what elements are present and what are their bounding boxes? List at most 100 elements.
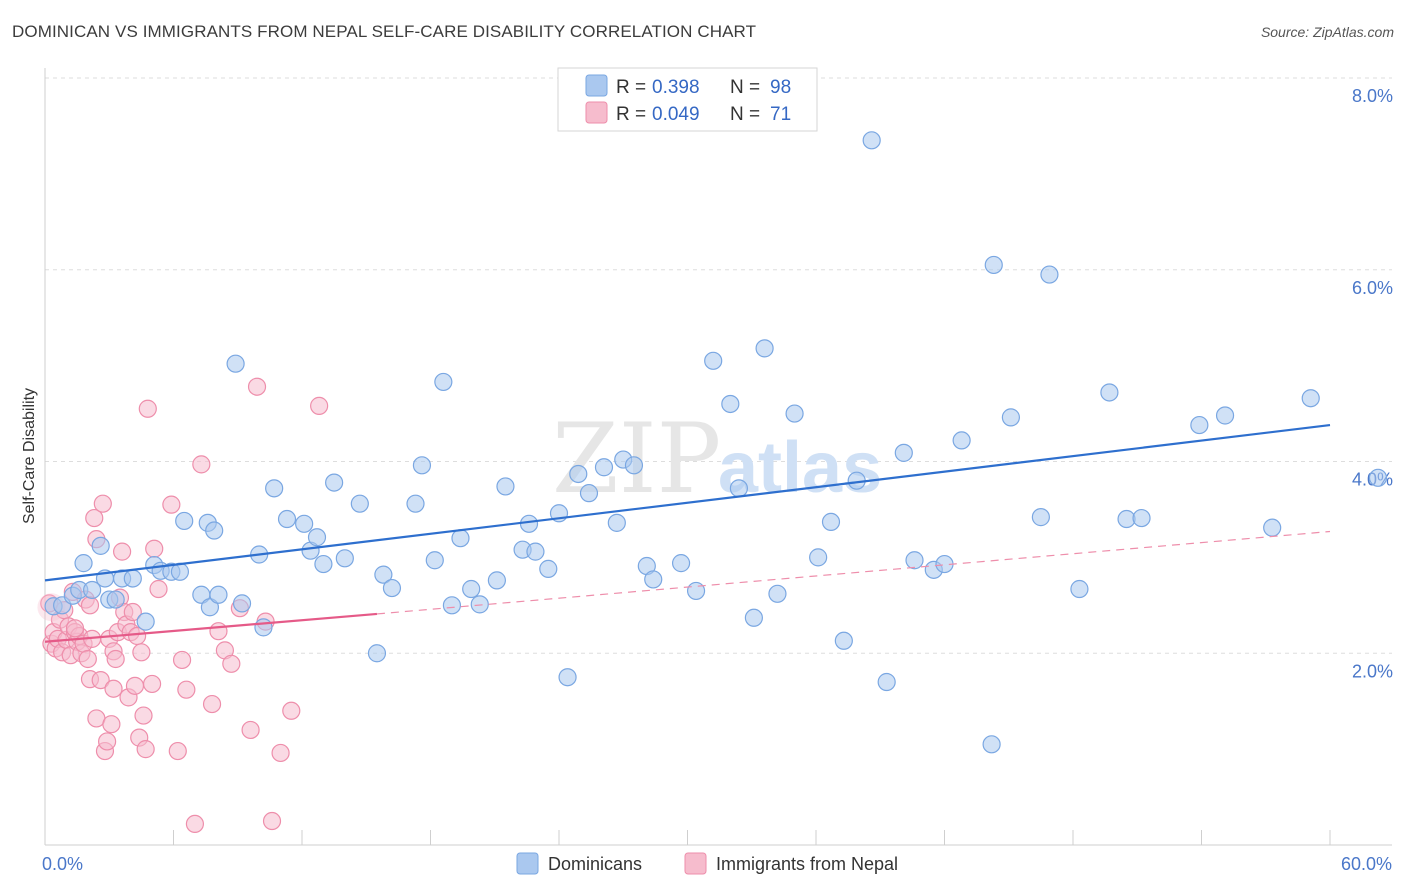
dominicans-point-57 [594, 458, 614, 477]
dominicans-point-11 [123, 569, 142, 588]
dominicans-point-41 [425, 551, 444, 570]
dominicans-point-82 [952, 431, 971, 450]
legend-n-value-nepal: 71 [770, 104, 791, 125]
dominicans-point-58 [607, 513, 626, 532]
dominicans-point-45 [462, 579, 481, 599]
dominicans-point-12 [136, 612, 155, 631]
dominicans-point-52 [539, 559, 558, 578]
nepal-point-56 [192, 455, 211, 474]
nepal-point-28 [98, 732, 117, 751]
nepal-point-25 [91, 670, 110, 690]
dominicans-point-86 [1031, 508, 1050, 527]
legend-n-label-dominicans: N = [730, 77, 760, 98]
dominicans-point-42 [434, 372, 453, 392]
dominicans-point-44 [451, 529, 470, 548]
dominicans-point-87 [1040, 265, 1059, 284]
x-tick-label-max: 60.0% [1341, 854, 1392, 874]
dominicans-point-54 [558, 668, 577, 687]
legend-r-value-nepal: 0.049 [652, 104, 700, 125]
dominicans-point-9 [106, 590, 125, 609]
nepal-point-50 [149, 579, 168, 599]
dominicans-point-70 [768, 584, 787, 603]
dominicans-point-66 [721, 394, 740, 414]
dominicans-point-29 [295, 514, 314, 533]
dominicans-point-93 [1215, 406, 1235, 425]
dominicans-point-36 [367, 644, 387, 663]
nepal-point-67 [282, 701, 301, 720]
nepal-point-58 [209, 622, 228, 641]
dominicans-point-17 [175, 511, 194, 531]
nepal-point-46 [136, 740, 155, 759]
dominicans-point-67 [729, 479, 749, 498]
dominicans-point-60 [624, 456, 644, 475]
dominicans-point-48 [496, 477, 515, 496]
dominicans-point-56 [579, 484, 599, 503]
nepal-point-62 [241, 720, 260, 740]
dominicans-point-5 [83, 580, 102, 600]
dominicans-point-74 [834, 631, 853, 650]
x-tick-label-min: 0.0% [42, 854, 83, 874]
dominicans-point-38 [382, 578, 402, 598]
dominicans-point-51 [526, 542, 545, 561]
dominicans-point-23 [226, 354, 245, 373]
dominicans-point-24 [232, 594, 252, 613]
dominicans-point-71 [785, 404, 804, 423]
legend-r-value-dominicans: 0.398 [652, 77, 700, 98]
dominicans-point-35 [350, 494, 369, 513]
legend: R = 0.398 N = 98 R = 0.049 N = 71 [557, 67, 818, 132]
dominicans-point-21 [200, 598, 220, 617]
dominicans-point-25 [254, 618, 273, 637]
nepal-point-57 [202, 694, 222, 714]
nepal-point-18 [78, 649, 97, 669]
nepal-point-52 [168, 741, 187, 761]
series-nepal-points [37, 377, 329, 834]
y-tick-label-3: 8.0% [1352, 86, 1393, 106]
y-tick-label-2: 6.0% [1352, 278, 1393, 298]
dominicans-point-88 [1070, 579, 1089, 599]
source-label: Source: ZipAtlas.com [1260, 24, 1394, 40]
dominicans-point-96 [1368, 468, 1388, 487]
dominicans-point-46 [470, 595, 489, 614]
dominicans-point-78 [894, 443, 913, 462]
dominicans-point-22 [209, 585, 228, 604]
dominicans-point-68 [744, 608, 763, 627]
legend-n-value-dominicans: 98 [770, 77, 791, 98]
dominicans-point-72 [809, 548, 828, 567]
nepal-point-41 [125, 676, 145, 695]
dominicans-point-85 [1001, 408, 1020, 427]
dominicans-point-34 [335, 549, 354, 568]
dominicans-point-77 [877, 672, 896, 692]
dominicans-point-31 [307, 528, 327, 547]
axes [44, 68, 1392, 846]
dominicans-point-43 [442, 596, 462, 615]
dominicans-point-47 [487, 571, 506, 590]
dominicans-point-69 [755, 339, 774, 358]
dominicans-point-32 [314, 554, 333, 574]
nepal-point-68 [310, 396, 329, 415]
nepal-point-55 [185, 814, 205, 834]
dominicans-point-73 [821, 512, 841, 532]
nepal-point-22 [85, 508, 104, 528]
nepal-point-54 [177, 680, 196, 699]
nepal-point-53 [172, 650, 192, 670]
dominicans-point-28 [277, 509, 297, 529]
bottom-legend: Dominicans Immigrants from Nepal [516, 852, 898, 875]
y-axis-label: Self-Care Disability [21, 388, 38, 524]
nepal-point-48 [142, 674, 162, 694]
dominicans-point-94 [1263, 518, 1282, 537]
nepal-point-40 [123, 602, 142, 622]
dominicans-point-6 [91, 536, 110, 555]
dominicans-point-76 [862, 131, 881, 150]
bottom-legend-label-nepal: Immigrants from Nepal [716, 854, 898, 874]
y-tick-label-0: 2.0% [1352, 661, 1393, 681]
series-dominicans-points [44, 131, 1388, 754]
dominicans-point-27 [265, 479, 284, 498]
nepal-point-65 [262, 811, 282, 831]
nepal-point-44 [132, 643, 151, 662]
nepal-point-35 [112, 542, 132, 561]
chart-title: DOMINICAN VS IMMIGRANTS FROM NEPAL SELF-… [12, 22, 757, 41]
nepal-point-66 [271, 743, 290, 763]
trend-line-dominicans [44, 423, 1331, 582]
trend-line-nepal-extended [376, 530, 1331, 615]
nepal-point-60 [222, 654, 241, 673]
